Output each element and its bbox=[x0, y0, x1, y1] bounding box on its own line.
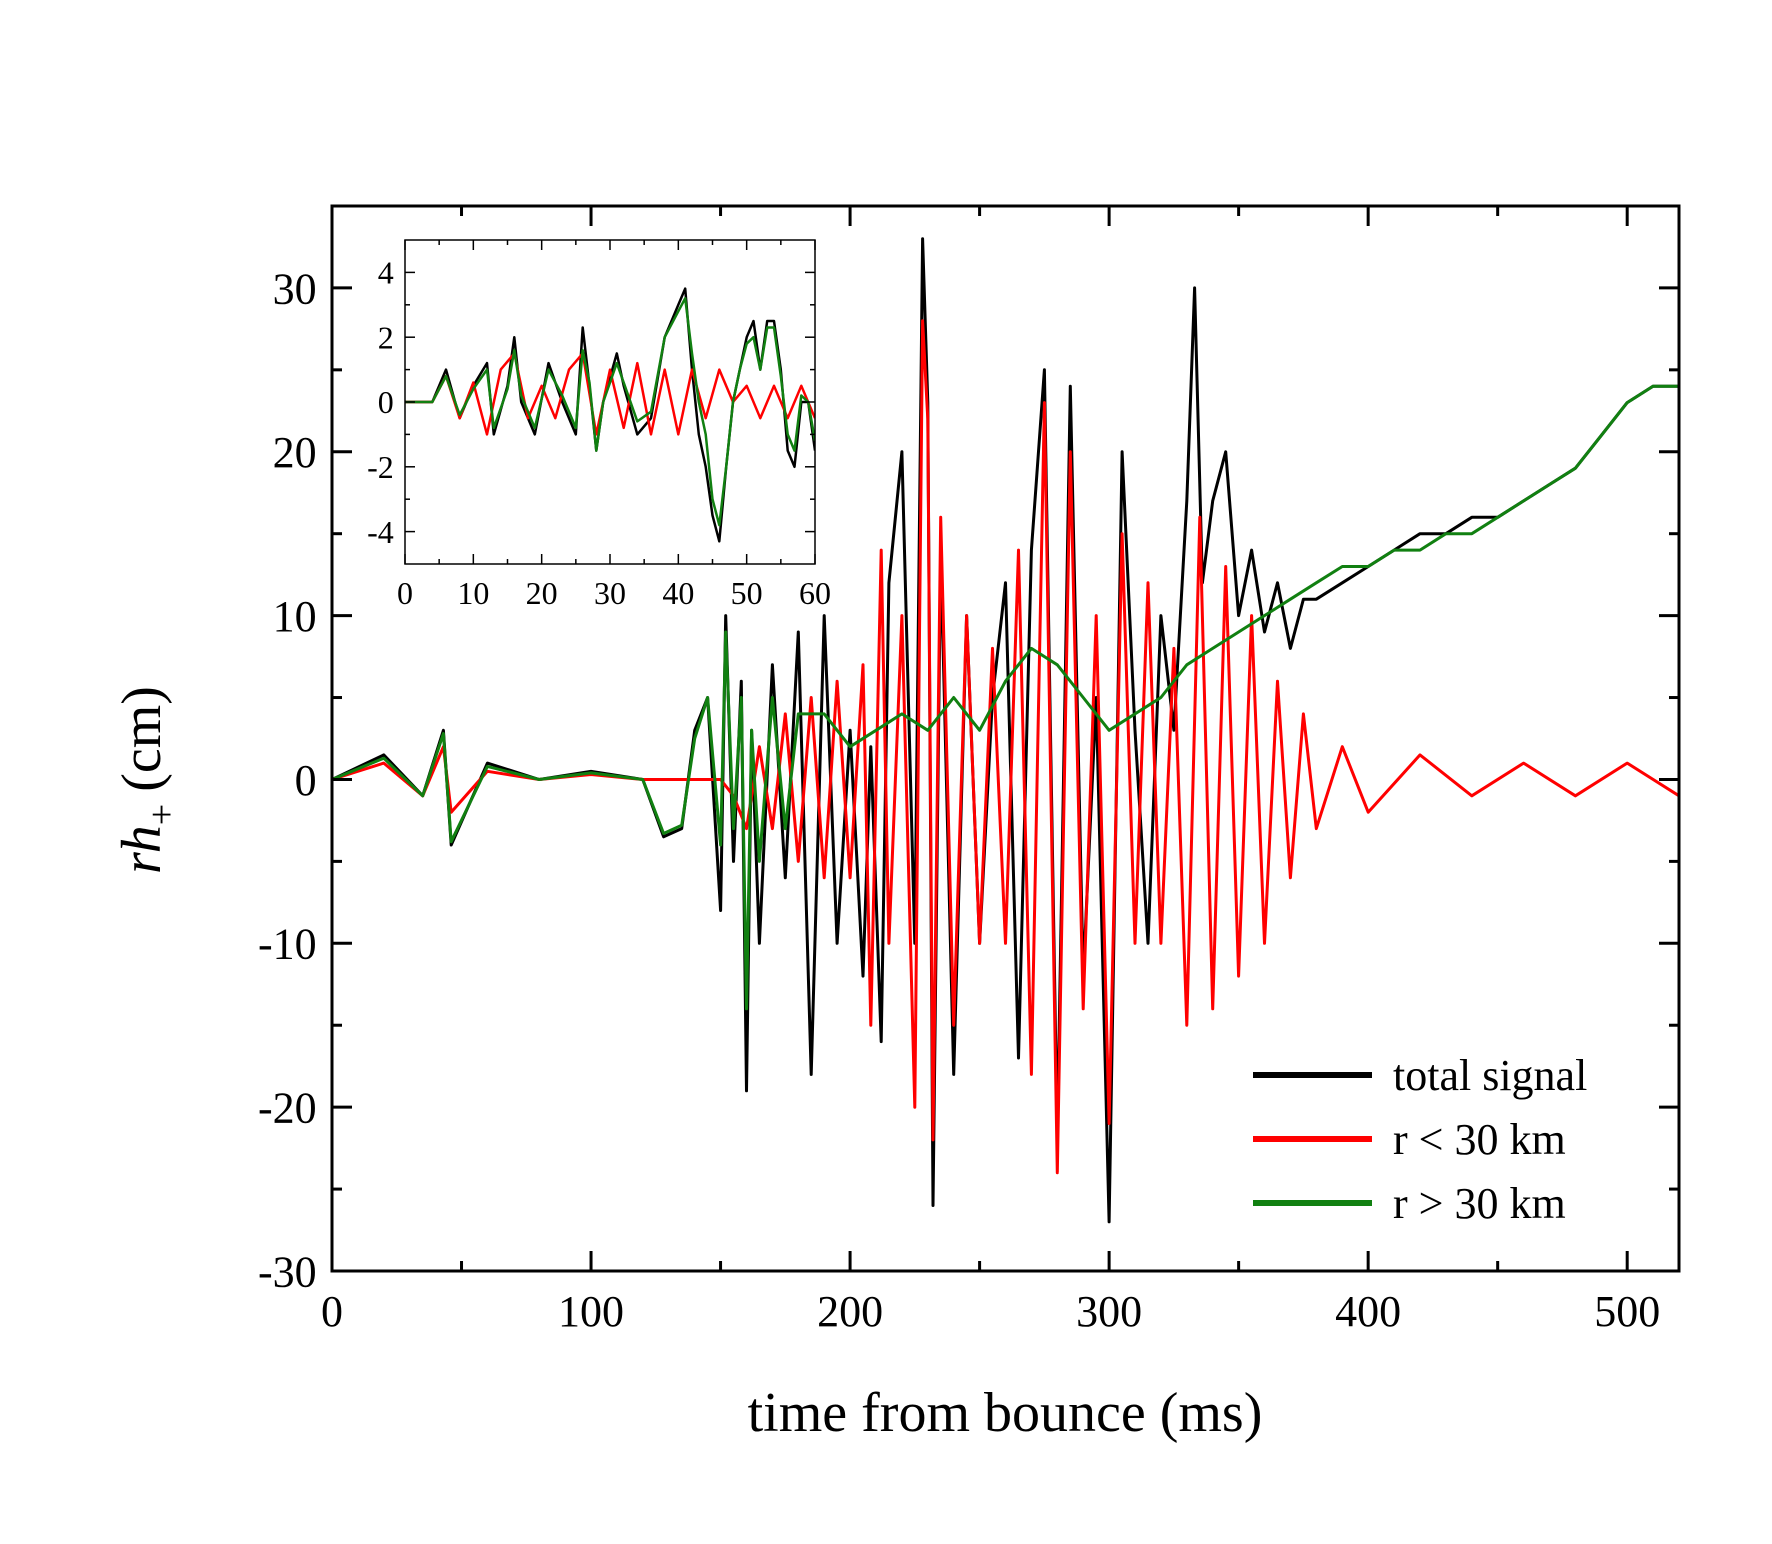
inset-x-tick-label: 40 bbox=[662, 575, 694, 611]
legend-label-total: total signal bbox=[1393, 1051, 1587, 1100]
inset-series-line-outer bbox=[405, 297, 815, 527]
main-y-tick-label: -30 bbox=[258, 1247, 317, 1296]
inset-series-line-inner bbox=[405, 352, 815, 436]
main-y-tick-label: -10 bbox=[258, 920, 317, 969]
y-axis-label-subscript: + bbox=[141, 804, 183, 825]
inset-x-tick-label: 30 bbox=[594, 575, 626, 611]
main-x-tick-label: 100 bbox=[558, 1287, 624, 1336]
y-axis-label-symbol: rh bbox=[111, 825, 173, 874]
main-plot-series bbox=[332, 237, 1679, 1224]
main-plot-frame bbox=[330, 204, 1681, 1273]
inset-background bbox=[405, 240, 815, 564]
main-x-tick-label: 400 bbox=[1335, 1287, 1401, 1336]
main-x-tick-label: 0 bbox=[321, 1287, 343, 1336]
main-x-tick-label: 200 bbox=[817, 1287, 883, 1336]
main-y-tick-label: 0 bbox=[295, 756, 317, 805]
inset-x-tick-label: 60 bbox=[799, 575, 831, 611]
main-y-tick-label: 30 bbox=[273, 264, 317, 313]
main-y-tick-label: 10 bbox=[273, 592, 317, 641]
inset-axes: 0 10 20 30 40 50 60 -4 -2 0 2 4 bbox=[367, 239, 831, 611]
main-x-tick-label: 500 bbox=[1594, 1287, 1660, 1336]
main-x-tick-label: 300 bbox=[1076, 1287, 1142, 1336]
legend: total signal r < 30 km r > 30 km bbox=[1253, 1051, 1587, 1228]
inset-y-tick-label: 4 bbox=[378, 255, 394, 291]
inset-y-tick-label: 0 bbox=[378, 384, 394, 420]
inset-x-tick-label: 0 bbox=[397, 575, 413, 611]
inset-y-tick-label: 2 bbox=[378, 319, 394, 355]
main-series-line-outer bbox=[332, 384, 1679, 1011]
inset-x-tick-label: 10 bbox=[457, 575, 489, 611]
legend-label-outer: r > 30 km bbox=[1393, 1179, 1566, 1228]
main-y-tick-label: -20 bbox=[258, 1084, 317, 1133]
legend-label-inner: r < 30 km bbox=[1393, 1115, 1566, 1164]
inset-plot-series bbox=[405, 287, 815, 543]
y-axis-label: rh+ (cm) bbox=[111, 686, 183, 874]
inset-y-tick-label: -4 bbox=[367, 514, 394, 550]
inset-x-tick-label: 20 bbox=[526, 575, 558, 611]
x-axis-label: time from bounce (ms) bbox=[748, 1382, 1263, 1444]
main-y-tick-label: 20 bbox=[273, 428, 317, 477]
y-axis-label-unit: (cm) bbox=[111, 686, 173, 792]
inset-x-tick-label: 50 bbox=[731, 575, 763, 611]
inset-y-tick-label: -2 bbox=[367, 449, 394, 485]
